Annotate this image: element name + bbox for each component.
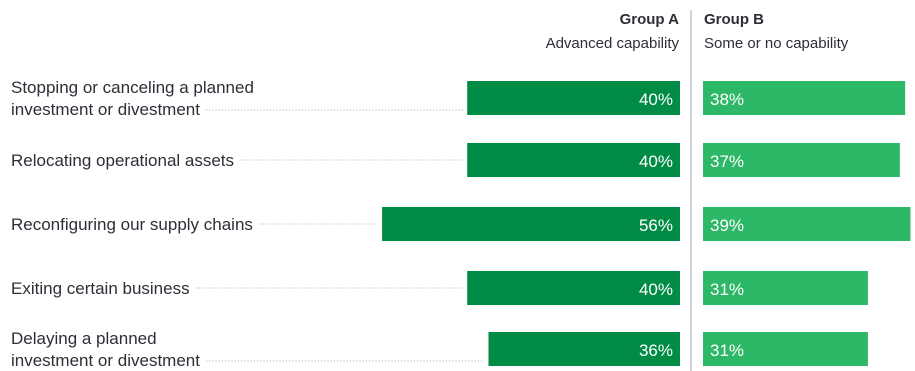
category-label-line: Exiting certain business (11, 279, 190, 298)
bar-group-a (467, 81, 680, 115)
bar-group-a (467, 143, 680, 177)
category-label: Delaying a planned investment or divestme… (11, 329, 200, 370)
category-label: Exiting certain business (11, 279, 190, 298)
chart-row: 56% 39% Reconfiguring our supply chains (11, 207, 911, 241)
chart-row: 40% 31% Exiting certain business (11, 271, 868, 305)
value-label-group-b: 38% (710, 90, 744, 109)
value-label-group-a: 36% (639, 341, 673, 360)
value-label-group-a: 40% (639, 90, 673, 109)
value-label-group-a: 40% (639, 152, 673, 171)
value-label-group-b: 31% (710, 341, 744, 360)
value-label-group-b: 31% (710, 280, 744, 299)
category-label-line: Delaying a planned (11, 329, 157, 348)
category-label: Stopping or canceling a planned investmen… (11, 78, 254, 119)
chart-rows: 40% 38% Stopping or canceling a planned inv… (11, 78, 911, 370)
group-b-subtitle: Some or no capability (704, 35, 849, 52)
group-headers: Group A Advanced capability Group B Some… (546, 11, 849, 52)
category-label: Reconfiguring our supply chains (11, 215, 253, 234)
group-a-title: Group A (620, 11, 680, 28)
category-label-line: investment or divestment (11, 351, 200, 370)
chart-row: 36% 31% Delaying a planned investment or di… (11, 329, 868, 370)
bar-group-a (488, 332, 680, 366)
category-label-line: Stopping or canceling a planned (11, 78, 254, 97)
category-label-line: investment or divestment (11, 100, 200, 119)
bar-group-b (703, 271, 868, 305)
chart-row: 40% 37% Relocating operational assets (11, 143, 900, 177)
bar-group-b (703, 332, 868, 366)
value-label-group-a: 40% (639, 280, 673, 299)
value-label-group-a: 56% (639, 216, 673, 235)
group-b-title: Group B (704, 11, 764, 28)
value-label-group-b: 39% (710, 216, 744, 235)
bar-group-a (382, 207, 680, 241)
bar-group-a (467, 271, 680, 305)
value-label-group-b: 37% (710, 152, 744, 171)
bar-group-b (703, 207, 911, 241)
category-label-line: Reconfiguring our supply chains (11, 215, 253, 234)
group-a-subtitle: Advanced capability (546, 35, 680, 52)
bar-group-b (703, 81, 906, 115)
category-label: Relocating operational assets (11, 151, 234, 170)
category-label-line: Relocating operational assets (11, 151, 234, 170)
bar-group-b (703, 143, 900, 177)
chart-row: 40% 38% Stopping or canceling a planned inv… (11, 78, 906, 119)
